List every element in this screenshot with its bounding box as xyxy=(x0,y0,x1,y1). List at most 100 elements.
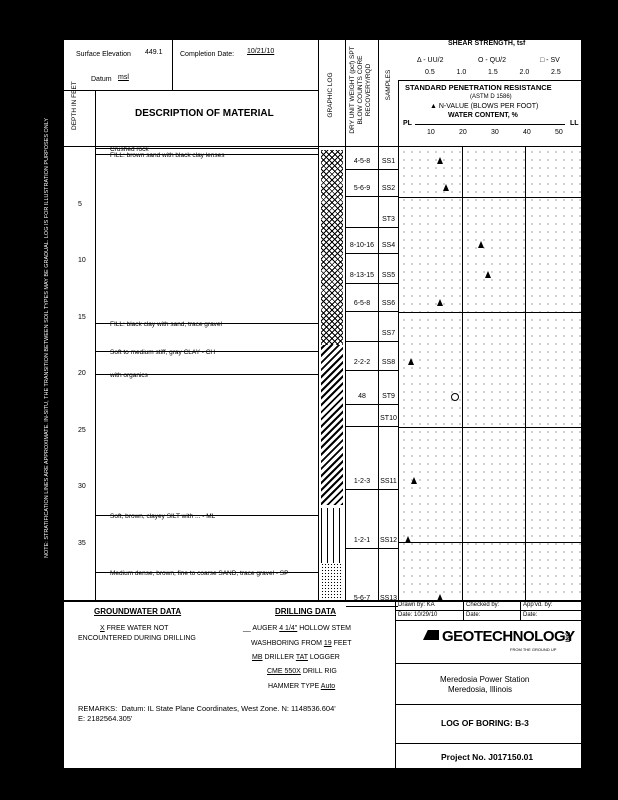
n-value-marker xyxy=(484,270,491,278)
surface-elevation-label: Surface Elevation xyxy=(76,51,131,58)
graphic-log-sand xyxy=(321,563,343,600)
sample-divider xyxy=(346,605,398,607)
driller-label: DRILLER xyxy=(264,654,295,661)
remarks-text2: E: 2182564.305' xyxy=(78,714,133,723)
sample-divider xyxy=(346,341,398,343)
water-tick: 10 xyxy=(427,129,435,136)
spt-title: STANDARD PENETRATION RESISTANCE xyxy=(405,83,552,92)
sample-id: SS2 xyxy=(381,184,396,192)
depth-tick: 20 xyxy=(78,370,86,377)
sample-divider xyxy=(346,489,398,491)
logo-tagline: FROM THE GROUND UP xyxy=(510,647,557,652)
blow-count: 4-5-8 xyxy=(353,157,371,165)
sample-id: SS8 xyxy=(381,358,396,366)
strata-line xyxy=(96,148,318,149)
driller: MB xyxy=(252,654,263,661)
strata-line xyxy=(96,515,318,517)
sample-divider xyxy=(346,253,398,255)
depth-tick: 10 xyxy=(78,257,86,264)
logger: TAT xyxy=(295,654,308,661)
strata-description: Soft to medium stiff, gray CLAY - CH xyxy=(110,349,216,357)
nvalue-legend: ▲ N-VALUE (BLOWS PER FOOT) xyxy=(430,103,539,110)
depth-label: DEPTH IN FEET xyxy=(71,81,78,130)
graphic-log-fill xyxy=(321,150,343,345)
water-tick: 40 xyxy=(523,129,531,136)
shear-legend-sv: □ - SV xyxy=(540,57,560,64)
sample-id: ST10 xyxy=(380,415,397,423)
sample-id: SS7 xyxy=(381,330,396,338)
hammer-type: Auto xyxy=(320,683,336,690)
water-tick: 50 xyxy=(555,129,563,136)
auger-label: AUGER xyxy=(252,625,278,632)
depth-tick: 15 xyxy=(78,313,86,321)
n-value-marker xyxy=(411,477,417,485)
qu-marker xyxy=(450,392,459,401)
log-title: LOG OF BORING: B-3 xyxy=(441,718,529,728)
sample-divider xyxy=(346,426,398,428)
strata-line xyxy=(96,153,318,155)
description-label: DESCRIPTION OF MATERIAL xyxy=(135,108,274,119)
sample-divider xyxy=(346,548,398,550)
shear-strength-title: SHEAR STRENGTH, tsf xyxy=(448,40,526,47)
strata-line xyxy=(96,571,318,573)
sample-divider xyxy=(346,369,398,371)
drawn-by: Drawn by: KA xyxy=(398,602,435,608)
remarks-label: REMARKS: xyxy=(78,704,118,713)
strata-line xyxy=(96,351,318,353)
blow-count: 2-2-2 xyxy=(353,358,371,366)
drilling-title: DRILLING DATA xyxy=(275,607,337,616)
n-value-marker xyxy=(404,536,411,544)
groundwater-line1: FREE WATER NOT xyxy=(106,625,169,632)
sample-id: ST3 xyxy=(382,216,395,224)
blow-count: 5-6-9 xyxy=(353,184,371,192)
n-value-marker xyxy=(407,357,414,365)
wash-depth: 19 xyxy=(323,640,332,647)
blow-count: 1-2-1 xyxy=(353,537,371,545)
sample-id: SS1 xyxy=(381,157,396,165)
blow-count: 5-6-7 xyxy=(353,594,371,602)
project-name: Meredosia Power Station xyxy=(440,675,530,684)
blow-count: 8-10-16 xyxy=(349,242,375,250)
shear-tick: 0.5 xyxy=(425,69,435,76)
n-value-marker xyxy=(436,593,443,601)
water-tick: 20 xyxy=(459,129,467,136)
strata-description: with organics xyxy=(110,372,148,379)
blow-count: 6-5-8 xyxy=(353,299,371,307)
shear-tick: 2.0 xyxy=(519,69,530,76)
sample-divider xyxy=(346,282,398,284)
strata-description: Crushed rock xyxy=(110,146,149,153)
groundwater-line2: ENCOUNTERED DURING DRILLING xyxy=(78,635,196,642)
surface-elevation: 449.1 xyxy=(145,49,163,56)
datum-label: Datum xyxy=(91,76,112,83)
depth-tick: 30 xyxy=(78,483,86,490)
n-value-marker xyxy=(436,298,443,306)
remarks-text: Datum: IL State Plane Coordinates, West … xyxy=(121,704,336,713)
spt-standard: (ASTM D 1586) xyxy=(470,94,512,100)
n-value-marker xyxy=(443,183,449,191)
n-value-marker xyxy=(436,156,443,164)
sample-id: SS6 xyxy=(381,299,396,307)
pl-label: PL xyxy=(403,120,412,127)
date-approved: Date: xyxy=(523,612,538,618)
blow-count-label: DRY UNIT WEIGHT (pcf) SPT BLOW COUNTS CO… xyxy=(349,46,372,134)
date-checked: Date: xyxy=(466,612,481,618)
sample-id: SS5 xyxy=(381,271,396,279)
sample-id: SS11 xyxy=(380,478,397,486)
sample-divider xyxy=(346,168,398,170)
strata-line xyxy=(96,323,318,325)
datum: msl xyxy=(118,74,129,81)
sample-id: ST9 xyxy=(382,392,395,400)
strata-description: Soft, brown, clayey SILT with ... - ML xyxy=(110,513,216,521)
samples-label: SAMPLES xyxy=(385,69,392,101)
wash-unit: FEET xyxy=(333,640,352,647)
blow-count: 8-13-15 xyxy=(349,271,375,279)
hammer-label: HAMMER TYPE xyxy=(268,683,320,690)
project-location: Meredosia, Illinois xyxy=(448,685,513,694)
blow-count: 48 xyxy=(358,392,366,400)
ll-label: LL xyxy=(570,120,579,127)
graphic-log-silt xyxy=(321,508,343,563)
approved-by: App'vd. by: xyxy=(523,602,553,608)
logo-suffix: INC xyxy=(566,631,572,643)
auger-type: HOLLOW STEM xyxy=(299,625,351,632)
completion-date-label: Completion Date: xyxy=(180,51,235,58)
